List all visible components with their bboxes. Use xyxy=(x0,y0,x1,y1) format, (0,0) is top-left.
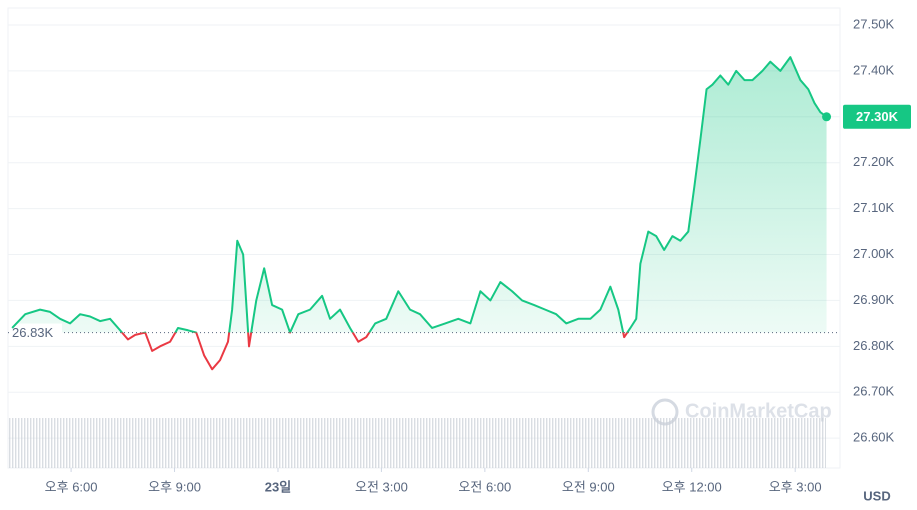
current-price-label: 27.30K xyxy=(856,109,899,124)
watermark: CoinMarketCap xyxy=(685,400,832,422)
y-tick-label: 27.20K xyxy=(853,154,895,169)
x-tick-label: 오후 3:00 xyxy=(769,479,822,494)
y-tick-label: 26.70K xyxy=(853,384,895,399)
last-point xyxy=(822,112,832,122)
y-tick-label: 26.60K xyxy=(853,430,895,445)
area xyxy=(12,57,827,333)
volume-texture xyxy=(8,418,826,468)
baseline-label-bg xyxy=(10,323,62,342)
x-tick-label: 오전 6:00 xyxy=(458,479,511,494)
x-tick-label: 오후 6:00 xyxy=(45,479,98,494)
price-line xyxy=(11,56,828,371)
y-tick-label: 26.90K xyxy=(853,292,895,307)
y-tick-label: 27.40K xyxy=(853,62,895,77)
x-tick-label: 오전 3:00 xyxy=(355,479,408,494)
x-tick-label: 23일 xyxy=(265,479,291,494)
x-tick-label: 오후 9:00 xyxy=(148,479,201,494)
baseline-label: 26.83K xyxy=(12,325,54,340)
y-tick-label: 27.00K xyxy=(853,246,895,261)
y-tick-label: 27.50K xyxy=(853,16,895,31)
y-tick-label: 27.10K xyxy=(853,200,895,215)
x-tick-label: 오전 9:00 xyxy=(562,479,615,494)
currency-label: USD xyxy=(863,488,890,503)
y-tick-label: 26.80K xyxy=(853,338,895,353)
current-price-badge xyxy=(843,104,911,129)
x-tick-label: 오후 12:00 xyxy=(662,479,722,494)
